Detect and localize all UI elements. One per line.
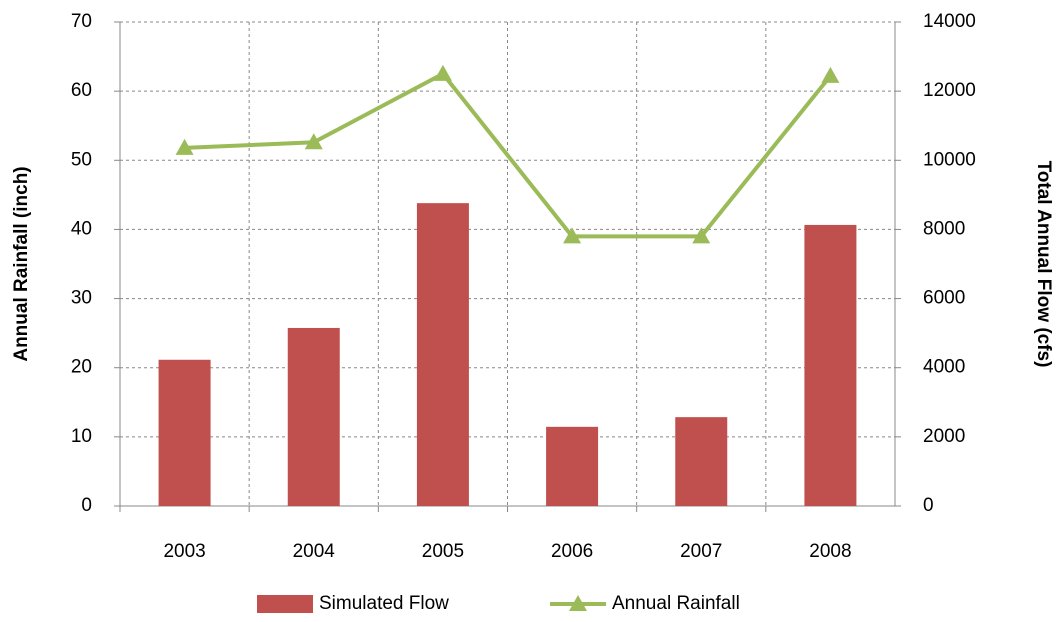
x-tick-label: 2005 (422, 541, 464, 562)
legend-marker (569, 595, 587, 611)
y-tick-label: 10 (71, 426, 92, 447)
marker (433, 64, 452, 81)
bar (675, 417, 728, 506)
marker (692, 227, 711, 244)
legend-label: Simulated Flow (319, 593, 449, 614)
y2-tick-label: 6000 (923, 288, 965, 309)
marker (304, 133, 323, 150)
y2-tick-label: 14000 (923, 11, 976, 32)
marker (563, 227, 582, 244)
x-tick-label: 2007 (680, 541, 722, 562)
bar (158, 359, 211, 506)
bar (804, 224, 857, 507)
y2-tick-label: 10000 (923, 149, 976, 170)
y-tick-label: 30 (71, 288, 92, 309)
bar (546, 426, 599, 506)
y2-tick-label: 12000 (923, 80, 976, 101)
x-tick-label: 2006 (551, 541, 593, 562)
y2-tick-label: 0 (923, 495, 934, 516)
x-tick-label: 2004 (293, 541, 336, 562)
y-tick-label: 70 (71, 11, 92, 32)
y-axis-title: Annual Rainfall (inch) (11, 166, 32, 361)
bar (287, 327, 340, 506)
marker (175, 138, 194, 155)
y-tick-label: 0 (81, 495, 92, 516)
x-tick-label: 2003 (163, 541, 205, 562)
legend-swatch (257, 595, 313, 613)
line (184, 71, 832, 239)
x-tick-label: 2008 (809, 541, 851, 562)
y-tick-label: 50 (71, 149, 92, 170)
y-tick-label: 20 (71, 357, 92, 378)
y-tick-label: 60 (71, 80, 92, 101)
y2-axis-title: Total Annual Flow (cfs) (1033, 161, 1054, 368)
y2-tick-label: 4000 (923, 357, 965, 378)
legend-label: Annual Rainfall (612, 593, 740, 614)
bar (416, 203, 469, 506)
y2-tick-label: 2000 (923, 426, 965, 447)
y-tick-label: 40 (71, 218, 92, 239)
y2-tick-label: 8000 (923, 218, 965, 239)
marker (821, 66, 840, 83)
